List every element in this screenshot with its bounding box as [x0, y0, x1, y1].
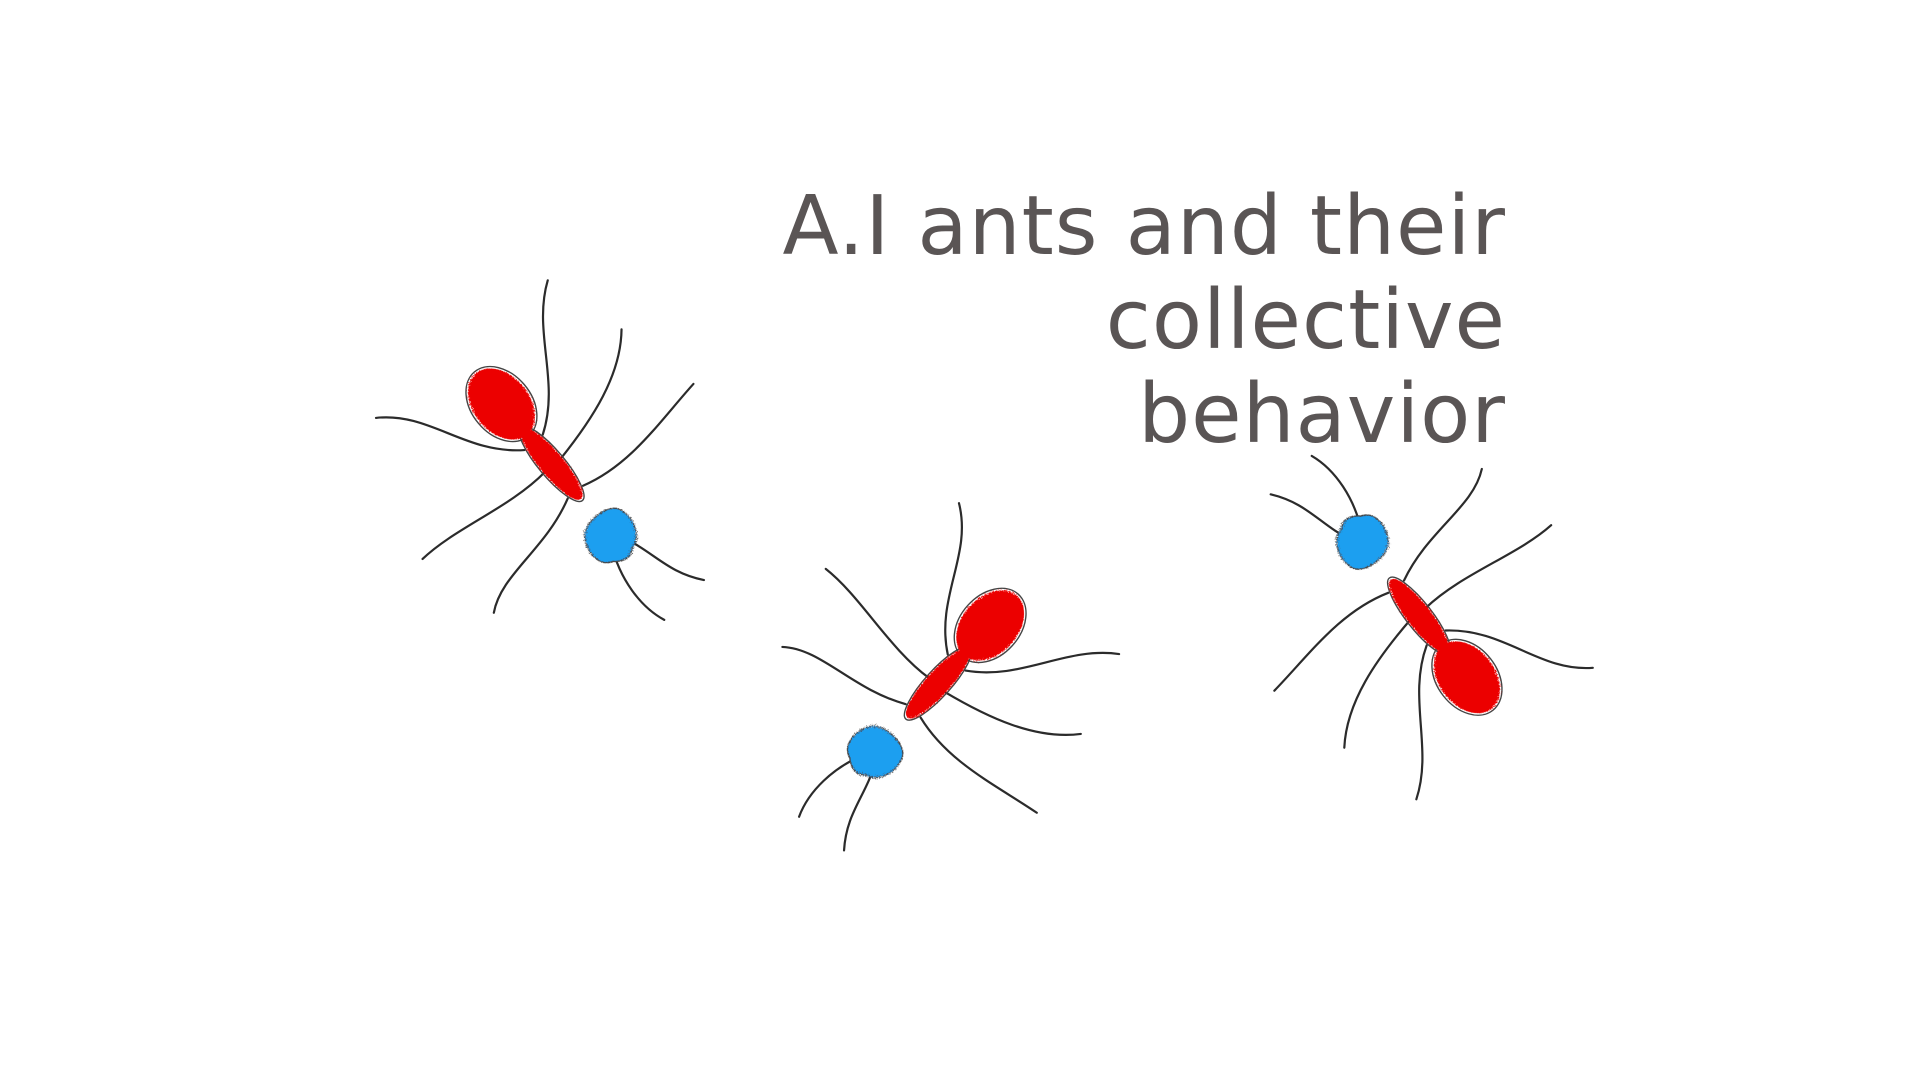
slide-title: A.I ants and their collective behavior: [506, 180, 1506, 462]
title-line-2: behavior: [1138, 367, 1506, 462]
title-line-1: A.I ants and their collective: [782, 179, 1506, 368]
ant-middle: [691, 466, 1156, 933]
